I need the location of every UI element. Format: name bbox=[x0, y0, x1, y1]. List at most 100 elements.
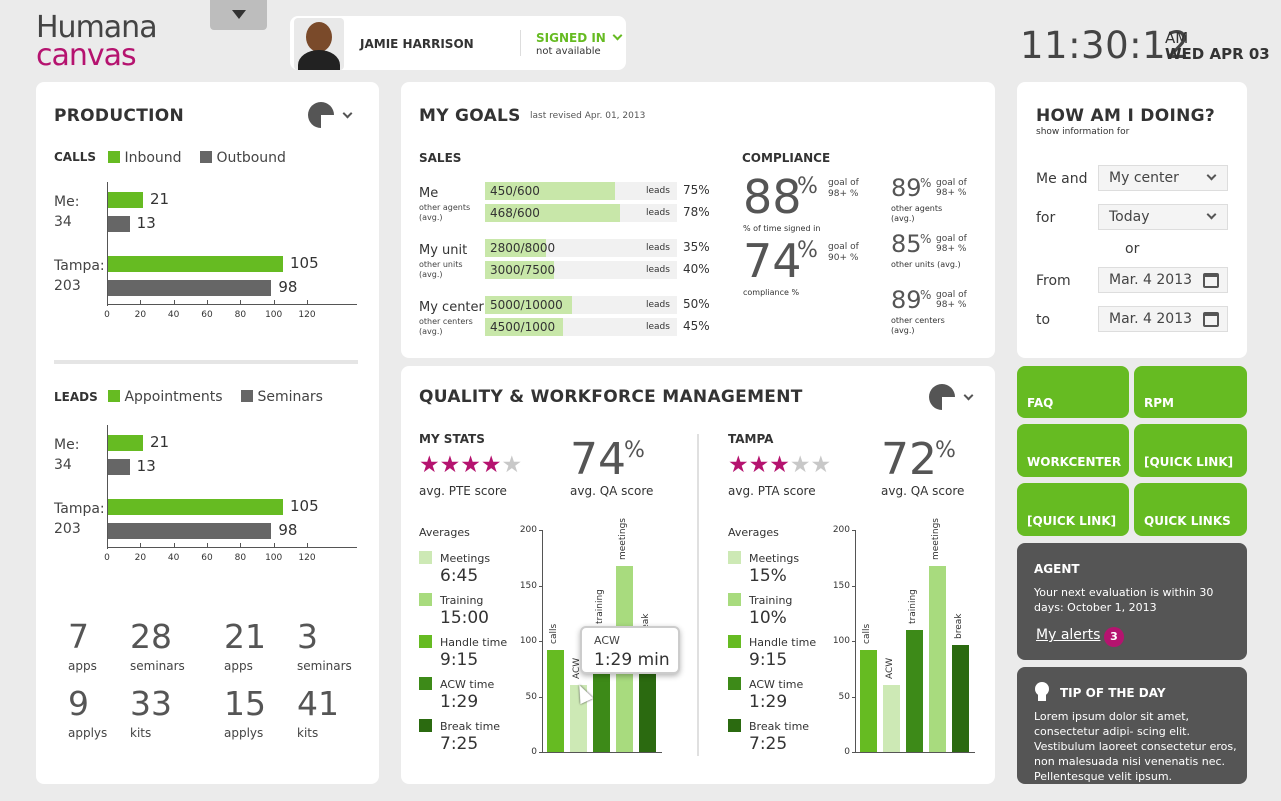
chart-bar-label: break bbox=[954, 613, 964, 640]
from-label: From bbox=[1036, 273, 1071, 289]
quick-links-label: QUICK LINKS bbox=[1144, 514, 1231, 528]
chevron-down-icon bbox=[963, 390, 974, 401]
legend-label: Meetings bbox=[440, 552, 491, 565]
axis-line bbox=[107, 182, 108, 306]
workcenter-link[interactable]: WORKCENTER bbox=[1017, 424, 1129, 477]
quick-link-2[interactable]: [QUICK LINK] bbox=[1017, 483, 1129, 536]
stat-label: apps bbox=[224, 659, 253, 673]
y-tick-label: 50 bbox=[525, 691, 537, 702]
me-and-label: Me and bbox=[1036, 171, 1088, 187]
tick-label: 60 bbox=[201, 553, 213, 563]
tooltip-value: 1:29 min bbox=[594, 650, 670, 670]
percent-sign: % bbox=[624, 438, 645, 463]
chart-bar bbox=[883, 685, 900, 752]
chart-bar bbox=[929, 565, 946, 752]
period-select[interactable]: Today bbox=[1098, 204, 1228, 230]
compliance-side-caption: other agents (avg.) bbox=[891, 204, 943, 223]
percent-sign: % bbox=[920, 288, 932, 302]
goal-bar-text: 468/600 bbox=[490, 206, 540, 220]
calendar-icon[interactable] bbox=[1203, 273, 1219, 288]
how-title: HOW AM I DOING? bbox=[1036, 106, 1216, 126]
star-icon: ★ bbox=[728, 452, 749, 478]
status-dropdown[interactable]: SIGNED IN not available bbox=[536, 27, 623, 57]
stat-value: 3 bbox=[297, 617, 318, 656]
stat-label: kits bbox=[297, 726, 319, 740]
agent-text: Your next evaluation is within 30 days: … bbox=[1034, 586, 1214, 614]
percent-sign: % bbox=[920, 232, 932, 246]
alerts-badge: 3 bbox=[1104, 627, 1124, 647]
tampa-panel: TAMPA ★★★★★ avg. PTA score 72% avg. QA score… bbox=[728, 430, 988, 780]
tooltip-title: ACW bbox=[594, 634, 620, 647]
legend-swatch bbox=[419, 635, 432, 648]
compliance-side-value: 85 bbox=[891, 230, 922, 258]
goals-card: MY GOALS last revised Apr. 01, 2013 SALE… bbox=[401, 82, 995, 358]
center-select[interactable]: My center bbox=[1098, 165, 1228, 191]
clock-date: WED APR 03 bbox=[1165, 45, 1270, 63]
y-tick-mark bbox=[852, 530, 856, 531]
tick-mark bbox=[173, 300, 175, 305]
chart-type-dropdown[interactable] bbox=[308, 102, 356, 130]
legend-label: ACW time bbox=[440, 678, 495, 691]
tick-mark bbox=[307, 543, 308, 548]
tick-label: 120 bbox=[298, 310, 316, 320]
y-tick-mark bbox=[852, 641, 856, 642]
to-date-input[interactable]: Mar. 4 2013 bbox=[1098, 306, 1228, 332]
chart-type-dropdown[interactable] bbox=[929, 384, 977, 412]
y-tick-mark bbox=[852, 696, 856, 698]
chart-bar-label: training bbox=[908, 589, 918, 624]
chevron-down-icon bbox=[612, 30, 623, 41]
status-text: SIGNED IN bbox=[536, 31, 606, 45]
goal-bar-fill bbox=[485, 204, 620, 222]
tick-mark bbox=[273, 543, 275, 548]
compliance-value: 74 bbox=[743, 234, 802, 288]
legend-label: ACW time bbox=[749, 678, 804, 691]
calendar-icon[interactable] bbox=[1203, 312, 1219, 327]
goal-bar: 450/600 leads bbox=[485, 182, 677, 200]
qa-label: avg. QA score bbox=[570, 484, 654, 498]
goal-pct: 75% bbox=[683, 183, 710, 197]
stat-label: kits bbox=[130, 726, 152, 740]
compliance-side-value: 89 bbox=[891, 286, 922, 314]
sales-rows: Me other agents (avg.) 450/600 leads 75% 468/… bbox=[419, 180, 719, 350]
from-date-value: Mar. 4 2013 bbox=[1109, 272, 1193, 288]
group-total: 203 bbox=[54, 278, 81, 294]
tick-mark bbox=[107, 300, 108, 305]
rpm-link[interactable]: RPM bbox=[1134, 366, 1247, 418]
bar bbox=[108, 192, 143, 208]
goal-bar-fill bbox=[485, 261, 555, 279]
my-alerts-link[interactable]: My alerts bbox=[1036, 627, 1100, 643]
chevron-down-icon bbox=[342, 108, 353, 119]
legend-label: Handle time bbox=[440, 636, 508, 649]
brand-line2: canvas bbox=[36, 38, 137, 73]
legend-swatch bbox=[728, 677, 741, 690]
from-date-input[interactable]: Mar. 4 2013 bbox=[1098, 267, 1228, 293]
legend-value: 9:15 bbox=[749, 650, 788, 670]
averages-chart: 200 150 100 50 0 calls ACW training meetings brea… bbox=[830, 518, 990, 760]
faq-link[interactable]: FAQ bbox=[1017, 366, 1129, 418]
star-icon: ★ bbox=[769, 452, 790, 478]
bar-value: 13 bbox=[136, 457, 156, 475]
acw-tooltip: ACW 1:29 min bbox=[580, 626, 680, 674]
y-tick-mark bbox=[852, 752, 856, 753]
compliance-side-value: 89 bbox=[891, 174, 922, 202]
legend-swatch bbox=[419, 719, 432, 732]
legend-label: Meetings bbox=[749, 552, 800, 565]
compliance-goal: goal of 98+ % bbox=[828, 178, 859, 199]
chart-bar-label: training bbox=[595, 589, 605, 624]
menu-dropdown-tab[interactable] bbox=[210, 0, 267, 30]
chart-bar bbox=[860, 649, 877, 752]
y-axis bbox=[542, 530, 543, 752]
how-card: HOW AM I DOING? show information for Me … bbox=[1017, 82, 1247, 358]
tick-label: 40 bbox=[167, 553, 180, 563]
quick-links[interactable]: QUICK LINKS bbox=[1134, 483, 1247, 536]
center-select-value: My center bbox=[1109, 170, 1179, 186]
legend-swatch bbox=[728, 593, 741, 606]
tip-text: Lorem ipsum dolor sit amet, consectetur … bbox=[1034, 710, 1237, 783]
tick-mark bbox=[240, 300, 242, 305]
qa-value: 72 bbox=[881, 434, 937, 485]
sales-row-label: My center bbox=[419, 300, 484, 315]
period-select-value: Today bbox=[1109, 209, 1150, 225]
bar bbox=[108, 280, 272, 296]
quick-link-1[interactable]: [QUICK LINK] bbox=[1134, 424, 1247, 477]
to-date-value: Mar. 4 2013 bbox=[1109, 311, 1193, 327]
